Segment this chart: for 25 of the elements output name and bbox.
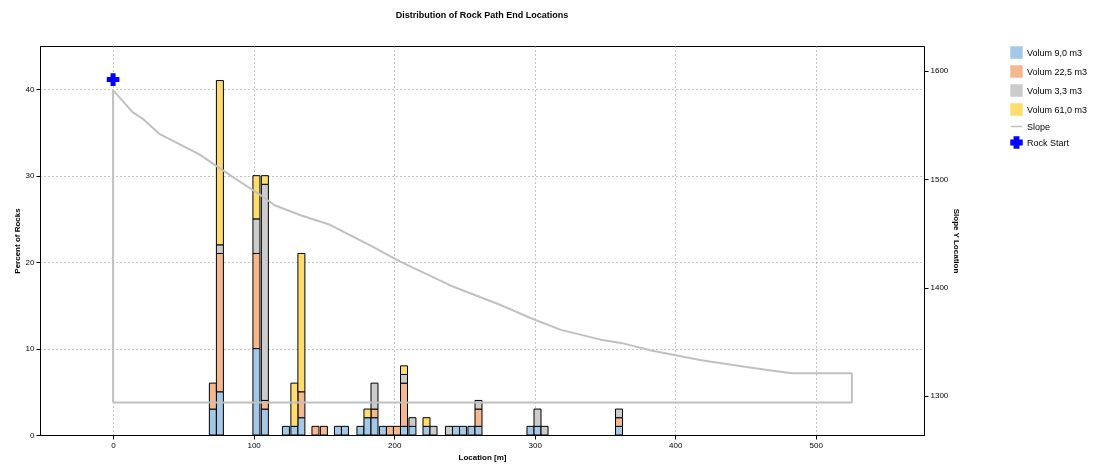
- x-tick-label: 400: [669, 440, 683, 450]
- y-tick-label: 30: [25, 171, 36, 181]
- x-tick-label: 300: [528, 440, 543, 450]
- y-axis-title: Percent of Rocks: [12, 207, 22, 274]
- y-tick-label: 20: [25, 257, 36, 267]
- y2-tick-label: 1600: [930, 66, 949, 76]
- x-axis-title: Location [m]: [458, 452, 507, 462]
- y2-axis-title: Slope Y Location: [952, 208, 962, 274]
- x-tick-label: 0: [111, 440, 117, 450]
- y-tick-label: 40: [25, 84, 36, 94]
- legend-label: Volum 3,3 m3: [1027, 85, 1083, 96]
- y2-tick-label: 1500: [930, 174, 949, 184]
- y2-tick-label: 1400: [930, 283, 949, 293]
- x-tick-label: 100: [247, 440, 262, 450]
- legend-label: Slope: [1027, 121, 1051, 132]
- y-tick-label: 0: [30, 430, 36, 440]
- y2-tick-label: 1300: [930, 391, 949, 401]
- y-tick-label: 10: [25, 344, 36, 354]
- legend-label: Volum 9,0 m3: [1027, 47, 1083, 58]
- x-tick-label: 500: [809, 440, 824, 450]
- x-tick-label: 200: [387, 440, 402, 450]
- legend-label: Rock Start: [1027, 137, 1070, 148]
- legend-label: Volum 61,0 m3: [1027, 104, 1088, 115]
- legend-label: Volum 22,5 m3: [1027, 66, 1088, 77]
- chart-title: Distribution of Rock Path End Locations: [395, 10, 569, 20]
